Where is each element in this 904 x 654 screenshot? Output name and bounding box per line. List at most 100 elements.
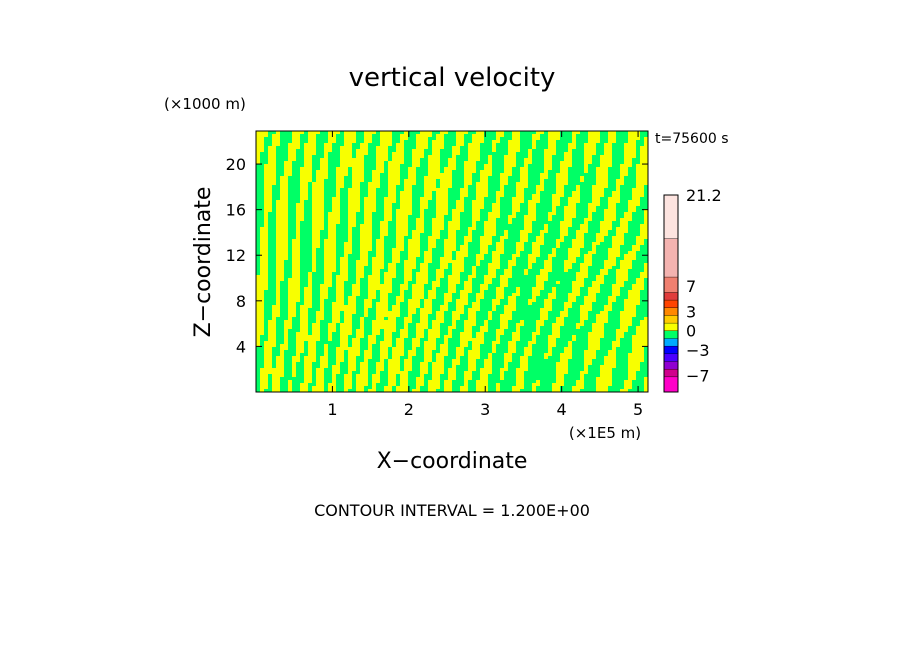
field-band bbox=[628, 251, 637, 255]
field-band bbox=[456, 206, 465, 210]
field-band bbox=[584, 143, 597, 147]
field-band bbox=[504, 191, 517, 195]
field-band bbox=[296, 374, 305, 378]
field-band bbox=[636, 185, 645, 189]
field-band bbox=[416, 218, 425, 222]
field-band bbox=[336, 230, 349, 234]
field-band bbox=[616, 257, 625, 261]
field-band bbox=[364, 134, 373, 138]
field-band bbox=[440, 386, 445, 390]
field-band bbox=[288, 389, 293, 392]
field-band bbox=[496, 293, 505, 297]
field-band bbox=[368, 143, 381, 147]
field-band bbox=[440, 347, 449, 351]
field-band bbox=[464, 167, 477, 171]
field-band bbox=[476, 380, 489, 384]
field-band bbox=[456, 140, 465, 144]
field-band bbox=[524, 197, 533, 201]
field-band bbox=[376, 152, 389, 156]
field-band bbox=[532, 155, 545, 159]
field-band bbox=[332, 368, 341, 372]
field-band bbox=[492, 359, 505, 363]
field-band bbox=[448, 194, 461, 198]
field-band bbox=[528, 236, 537, 240]
field-band bbox=[412, 356, 425, 360]
field-band bbox=[388, 353, 393, 357]
field-band bbox=[352, 155, 357, 159]
field-band bbox=[424, 176, 453, 180]
field-band bbox=[636, 314, 648, 318]
field-band bbox=[520, 326, 537, 330]
field-band bbox=[292, 257, 301, 261]
field-band bbox=[612, 149, 625, 153]
field-band bbox=[440, 131, 449, 135]
field-band bbox=[592, 191, 605, 195]
field-band bbox=[312, 305, 321, 309]
field-band bbox=[472, 134, 485, 138]
field-band bbox=[500, 314, 513, 318]
field-band bbox=[348, 263, 357, 267]
field-band bbox=[528, 173, 541, 177]
field-band bbox=[372, 350, 381, 354]
field-band bbox=[520, 167, 529, 171]
field-band bbox=[288, 176, 301, 180]
field-band bbox=[624, 152, 637, 156]
field-band bbox=[316, 143, 325, 147]
colorbar-swatch bbox=[664, 322, 678, 331]
field-band bbox=[436, 191, 449, 195]
field-band bbox=[512, 359, 521, 363]
field-band bbox=[624, 308, 637, 312]
field-band bbox=[564, 305, 573, 309]
field-band bbox=[388, 383, 397, 387]
field-band bbox=[520, 254, 529, 258]
field-band bbox=[584, 239, 597, 243]
field-band bbox=[468, 245, 481, 249]
field-band bbox=[428, 338, 437, 342]
field-band bbox=[608, 302, 613, 306]
y-axis-unit: (×1000 m) bbox=[164, 95, 246, 113]
field-band bbox=[296, 365, 305, 369]
field-band bbox=[396, 146, 405, 150]
field-band bbox=[416, 380, 425, 384]
field-band bbox=[320, 326, 329, 330]
field-band bbox=[596, 248, 609, 252]
field-band bbox=[576, 272, 589, 276]
field-band bbox=[452, 314, 461, 318]
field-band bbox=[444, 170, 453, 174]
field-band bbox=[328, 287, 337, 291]
field-band bbox=[484, 362, 493, 366]
field-band bbox=[400, 179, 405, 183]
field-band bbox=[272, 140, 281, 144]
field-band bbox=[404, 272, 413, 276]
field-band bbox=[572, 281, 585, 285]
field-band bbox=[356, 278, 361, 282]
field-band bbox=[256, 194, 265, 198]
field-band bbox=[416, 176, 425, 180]
field-band bbox=[484, 167, 493, 171]
field-band bbox=[328, 323, 337, 327]
field-band bbox=[400, 176, 409, 180]
field-band bbox=[448, 302, 457, 306]
field-band bbox=[600, 155, 613, 159]
field-band bbox=[264, 173, 277, 177]
field-band bbox=[616, 263, 621, 267]
field-band bbox=[412, 341, 421, 345]
field-band bbox=[284, 269, 293, 273]
field-band bbox=[556, 371, 569, 375]
field-band bbox=[332, 335, 341, 339]
field-band bbox=[488, 311, 493, 315]
field-band bbox=[632, 350, 645, 354]
field-band bbox=[448, 224, 461, 228]
field-band bbox=[548, 170, 561, 174]
field-band bbox=[444, 335, 453, 339]
field-band bbox=[548, 212, 557, 216]
field-band bbox=[420, 212, 425, 216]
field-band bbox=[424, 359, 433, 363]
field-band bbox=[372, 260, 385, 264]
field-band bbox=[384, 164, 389, 168]
field-band bbox=[296, 230, 301, 234]
field-band bbox=[340, 206, 349, 210]
field-band bbox=[324, 212, 329, 216]
field-band bbox=[612, 194, 621, 198]
field-band bbox=[552, 305, 565, 309]
